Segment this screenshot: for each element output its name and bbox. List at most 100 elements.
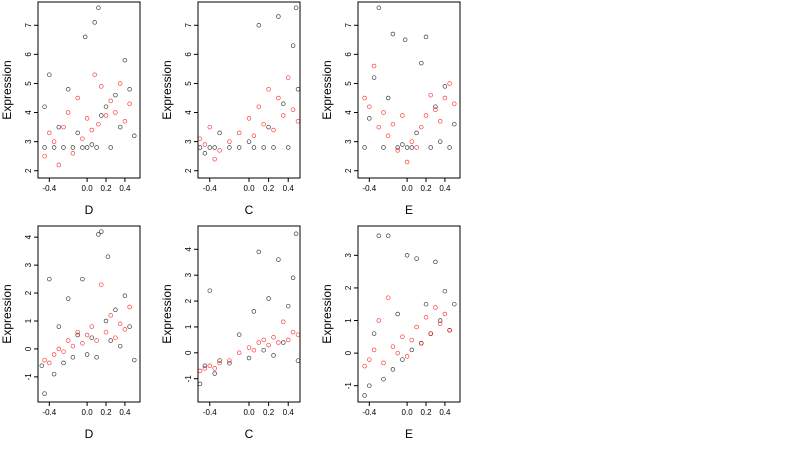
- data-point: [276, 340, 281, 345]
- data-point: [452, 101, 457, 107]
- data-point: [409, 145, 415, 150]
- data-point: [39, 363, 45, 368]
- data-point: [103, 329, 109, 335]
- data-point: [117, 81, 123, 86]
- panel-1: -0.4 0.0 0.2 0.4 2 3 4 5 6 7 D Expression: [0, 1, 141, 217]
- x-tick-label: 0.2: [263, 184, 275, 193]
- data-point: [75, 130, 80, 136]
- data-point: [51, 145, 57, 150]
- y-tick-label: 3: [344, 253, 353, 258]
- data-point: [42, 153, 47, 159]
- x-tick-label: 0.0: [243, 408, 255, 417]
- data-point: [217, 148, 222, 153]
- data-point: [381, 145, 386, 150]
- data-point: [266, 342, 271, 348]
- y-tick-label: 7: [344, 22, 353, 27]
- data-point: [271, 335, 276, 340]
- data-point: [290, 275, 296, 281]
- data-point: [108, 313, 113, 318]
- data-point: [362, 145, 367, 150]
- x-axis-title: E: [405, 427, 413, 441]
- data-point: [376, 318, 382, 323]
- x-tick-label: 0.4: [439, 184, 451, 193]
- x-tick-label: 0.4: [119, 184, 131, 193]
- data-point: [246, 139, 252, 144]
- data-point: [99, 229, 104, 234]
- data-point: [227, 358, 232, 363]
- y-tick-label: 5: [344, 81, 353, 86]
- series-2: [197, 319, 301, 374]
- data-point: [94, 338, 99, 343]
- series-1: [362, 5, 457, 150]
- data-point: [122, 119, 128, 124]
- data-point: [212, 156, 217, 162]
- data-point: [132, 133, 137, 139]
- data-point: [251, 145, 257, 150]
- data-point: [70, 151, 76, 156]
- data-point: [207, 363, 213, 369]
- data-point: [117, 343, 123, 349]
- data-point: [400, 334, 405, 340]
- data-point: [285, 303, 291, 309]
- x-tick-label: 0.2: [100, 408, 112, 417]
- data-point: [236, 130, 242, 136]
- series-2: [42, 282, 132, 366]
- series-2: [362, 63, 457, 165]
- data-point: [217, 358, 222, 363]
- data-point: [127, 304, 132, 310]
- y-tick-label: 3: [24, 262, 33, 267]
- data-point: [212, 371, 217, 376]
- data-point: [212, 145, 217, 150]
- y-axis-title: Expression: [320, 284, 334, 343]
- x-tick-label: -0.4: [203, 408, 217, 417]
- data-point: [367, 104, 372, 109]
- y-tick-label: 3: [184, 272, 193, 277]
- panel-6: -0.4 0.0 0.2 0.4 -1 0 1 2 3 E Expression: [320, 225, 461, 441]
- data-point: [92, 72, 97, 77]
- y-tick-label: 2: [184, 298, 193, 303]
- data-point: [80, 136, 85, 141]
- plot-frame: [37, 1, 141, 179]
- data-point: [385, 233, 391, 239]
- data-point: [89, 335, 95, 340]
- series-1: [197, 231, 301, 387]
- data-point: [433, 259, 438, 265]
- data-point: [447, 81, 452, 86]
- data-point: [414, 130, 419, 136]
- y-tick-label: 7: [184, 22, 193, 27]
- data-point: [42, 104, 47, 109]
- data-point: [113, 110, 118, 115]
- data-point: [376, 5, 382, 11]
- data-point: [381, 360, 386, 366]
- data-point: [285, 145, 291, 150]
- data-point: [103, 113, 109, 118]
- data-point: [42, 357, 47, 363]
- x-axis-title: C: [245, 427, 254, 441]
- data-point: [371, 347, 377, 353]
- data-point: [236, 332, 242, 337]
- y-tick-label: 5: [184, 81, 193, 86]
- x-tick-label: -0.4: [203, 184, 217, 193]
- y-tick-label: 6: [184, 52, 193, 57]
- data-point: [42, 391, 47, 396]
- data-point: [271, 127, 276, 133]
- plot-frame: [197, 1, 301, 179]
- data-point: [409, 347, 415, 353]
- data-point: [251, 133, 257, 139]
- y-tick-label: 3: [184, 139, 193, 144]
- data-point: [122, 57, 128, 63]
- data-point: [122, 293, 128, 299]
- data-point: [236, 145, 242, 150]
- data-point: [256, 340, 262, 345]
- data-point: [94, 145, 99, 150]
- data-point: [419, 341, 424, 346]
- data-point: [117, 321, 123, 327]
- data-point: [402, 37, 408, 43]
- data-point: [437, 318, 443, 323]
- data-point: [89, 127, 95, 133]
- data-point: [433, 104, 438, 109]
- data-point: [103, 104, 109, 109]
- x-tick-label: 0.0: [82, 408, 94, 417]
- data-point: [414, 145, 419, 150]
- data-point: [367, 116, 372, 121]
